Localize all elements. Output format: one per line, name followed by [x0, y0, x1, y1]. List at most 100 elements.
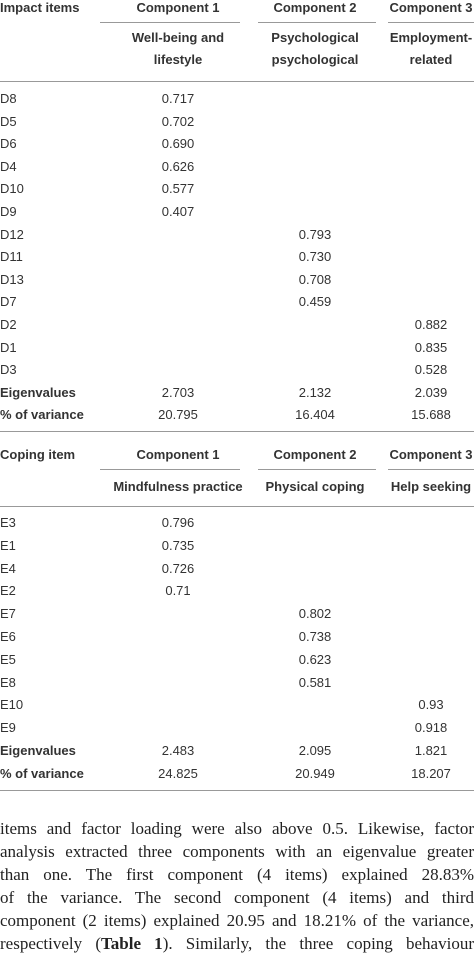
row-label: D4 — [0, 158, 17, 174]
cell: 0.835 — [414, 339, 448, 355]
cell: 0.626 — [161, 158, 195, 174]
cell: 20.949 — [295, 765, 335, 781]
cell: 0.726 — [161, 560, 195, 576]
column-header: Component 2 — [273, 447, 357, 462]
row-label: D6 — [0, 136, 17, 152]
cell: 0.717 — [161, 91, 195, 106]
cell: 0.577 — [161, 181, 195, 197]
sub-header: Well-being and — [131, 30, 225, 45]
row-label: Eigenvalues — [0, 384, 76, 400]
row-label: E8 — [0, 674, 16, 690]
rule — [258, 22, 376, 23]
sub-header: Employment- — [389, 30, 473, 45]
rule — [0, 790, 474, 791]
sub-header: related — [409, 52, 453, 67]
cell: 2.703 — [161, 384, 195, 400]
cell: 15.688 — [411, 407, 451, 423]
column-header: Component 3 — [389, 447, 473, 462]
cell: 0.796 — [161, 515, 195, 530]
sub-header: Psychological — [271, 30, 359, 45]
column-header: Component 1 — [136, 447, 220, 462]
cell: 0.93 — [418, 697, 444, 713]
text-run: ). Similarly, the three coping behaviour — [162, 934, 474, 953]
row-label: D13 — [0, 271, 24, 287]
row-label: % of variance — [0, 765, 84, 781]
text-run: analysis extracted three components with… — [0, 842, 474, 861]
cell: 2.095 — [298, 743, 332, 758]
text-run: of the variance. The second component (4… — [0, 888, 474, 907]
rule — [100, 22, 240, 23]
cell: 24.825 — [158, 765, 198, 781]
text-run: component (2 items) explained 20.95 and … — [0, 911, 474, 930]
row-label: E1 — [0, 537, 16, 553]
row-label: E3 — [0, 515, 16, 530]
row-label: D11 — [0, 249, 23, 265]
rule — [0, 506, 474, 507]
row-label: Eigenvalues — [0, 743, 76, 758]
text-run: Table 1 — [100, 934, 163, 953]
rule — [258, 469, 376, 470]
cell: 0.735 — [161, 537, 195, 553]
cell: 18.207 — [411, 765, 451, 781]
row-label: D12 — [0, 226, 24, 242]
cell: 0.407 — [161, 204, 195, 219]
rule — [0, 81, 474, 82]
cell: 1.821 — [414, 743, 448, 758]
cell: 20.795 — [158, 407, 198, 423]
cell: 0.459 — [298, 294, 332, 310]
row-label: E5 — [0, 651, 16, 667]
cell: 0.793 — [298, 226, 332, 242]
row-label: D7 — [0, 294, 17, 310]
column-header: Component 1 — [136, 0, 220, 15]
cell: 2.039 — [414, 384, 448, 400]
cell: 0.581 — [298, 674, 332, 690]
cell: 0.690 — [161, 136, 195, 152]
cell: 0.702 — [161, 113, 195, 129]
cell: 0.882 — [414, 317, 448, 332]
cell: 2.483 — [161, 743, 195, 758]
row-label: D2 — [0, 317, 17, 332]
sub-header: psychological — [271, 52, 359, 67]
text-run: items and factor loading were also above… — [0, 819, 474, 838]
text-line: analysis extracted three components with… — [0, 840, 474, 863]
column-header: Impact items — [0, 0, 80, 15]
row-label: D5 — [0, 113, 17, 129]
column-header: Coping item — [0, 447, 76, 462]
cell: 0.623 — [298, 651, 332, 667]
column-header: Component 2 — [273, 0, 357, 15]
rule — [0, 431, 474, 432]
column-header: Component 3 — [389, 0, 473, 15]
row-label: E2 — [0, 583, 16, 599]
row-label: D1 — [0, 339, 17, 355]
rule — [388, 22, 474, 23]
row-label: E10 — [0, 697, 24, 713]
rule — [388, 469, 474, 470]
row-label: E9 — [0, 720, 16, 736]
body-text: items and factor loading were also above… — [0, 817, 474, 955]
row-label: D9 — [0, 204, 17, 219]
row-label: D3 — [0, 362, 17, 378]
sub-header: Physical coping — [265, 479, 365, 494]
text-line: items and factor loading were also above… — [0, 817, 474, 840]
sub-header: lifestyle — [153, 52, 203, 67]
cell: 0.738 — [298, 629, 332, 644]
cell: 0.802 — [298, 606, 332, 622]
text-line: component (2 items) explained 20.95 and … — [0, 909, 474, 932]
cell: 0.708 — [298, 271, 332, 287]
cell: 0.730 — [298, 249, 332, 265]
row-label: E6 — [0, 629, 16, 644]
cell: 0.918 — [414, 720, 448, 736]
text-run: than one. The first component (4 items) … — [0, 865, 474, 884]
rule — [100, 469, 240, 470]
row-label: E4 — [0, 560, 16, 576]
sub-header: Mindfulness practice — [113, 479, 243, 494]
row-label: E7 — [0, 606, 16, 622]
cell: 2.132 — [298, 384, 332, 400]
cell: 0.528 — [414, 362, 448, 378]
sub-header: Help seeking — [390, 479, 472, 494]
row-label: % of variance — [0, 407, 84, 423]
row-label: D8 — [0, 91, 17, 106]
text-line: of the variance. The second component (4… — [0, 886, 474, 909]
cell: 16.404 — [295, 407, 335, 423]
